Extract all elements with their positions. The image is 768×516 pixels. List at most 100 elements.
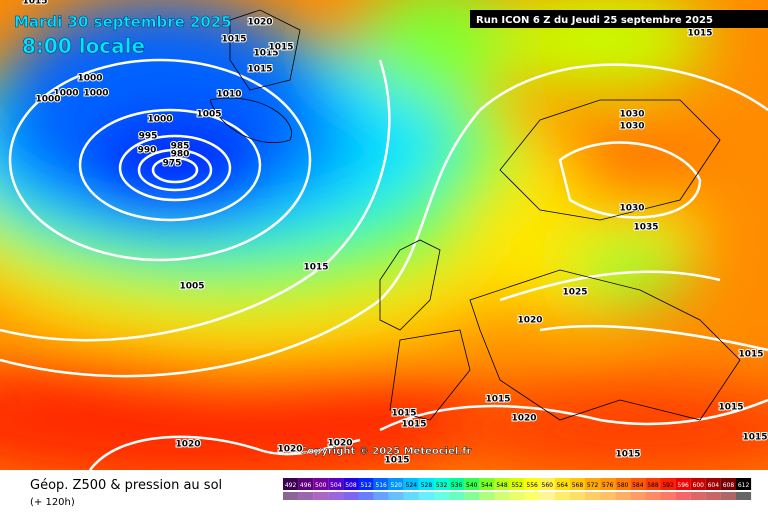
scale-band xyxy=(569,492,585,500)
isobar-label: 1015 xyxy=(247,65,272,75)
isobar-label: 1015 xyxy=(738,350,763,360)
scale-label: 524 xyxy=(406,482,418,489)
scale-label: 564 xyxy=(557,482,569,489)
isobar-label: 1020 xyxy=(517,316,542,326)
isobar-label: 995 xyxy=(139,132,158,142)
scale-label: 536 xyxy=(451,482,463,489)
scale-label: 528 xyxy=(421,482,433,489)
scale-band xyxy=(358,492,374,500)
scale-swatch xyxy=(328,478,344,490)
coastlines xyxy=(209,9,741,421)
scale-swatch xyxy=(418,478,434,490)
isobar-label: 1015 xyxy=(615,450,640,460)
isobar-label: 1015 xyxy=(687,29,712,39)
scale-swatch xyxy=(736,478,752,490)
scale-swatch xyxy=(660,478,676,490)
isobar-label: 1000 xyxy=(77,74,102,84)
scale-label: 512 xyxy=(360,482,372,489)
scale-swatch xyxy=(585,478,601,490)
isobar-label: 1000 xyxy=(53,89,78,99)
scale-label: 496 xyxy=(300,482,312,489)
scale-swatch xyxy=(539,478,555,490)
scale-band xyxy=(328,492,344,500)
scale-band xyxy=(600,492,616,500)
scale-band xyxy=(675,492,691,500)
scale-band xyxy=(615,492,631,500)
date-label: Mardi 30 septembre 2025 xyxy=(14,13,232,31)
scale-band xyxy=(403,492,419,500)
scale-swatch xyxy=(373,478,389,490)
scale-band xyxy=(554,492,570,500)
isobar-label: 1020 xyxy=(175,440,200,450)
scale-band xyxy=(313,492,329,500)
scale-swatch xyxy=(434,478,450,490)
isobar-label: 1015 xyxy=(391,409,416,419)
isobar-label: 1005 xyxy=(179,282,204,292)
isobar-label: 1000 xyxy=(83,89,108,99)
scale-label: 584 xyxy=(632,482,644,489)
scale-label: 544 xyxy=(481,482,493,489)
scale-label: 520 xyxy=(391,482,403,489)
scale-label: 576 xyxy=(602,482,614,489)
scale-swatch xyxy=(388,478,404,490)
scale-swatch xyxy=(283,478,299,490)
isobar-label: 1015 xyxy=(221,35,246,45)
scale-label: 600 xyxy=(693,482,705,489)
scale-swatch xyxy=(600,478,616,490)
scale-label: 608 xyxy=(723,482,735,489)
isobar-label: 1020 xyxy=(277,445,302,455)
scale-band xyxy=(298,492,314,500)
isobar-label: 1035 xyxy=(633,223,658,233)
scale-band xyxy=(660,492,676,500)
scale-band xyxy=(283,492,299,500)
scale-swatch xyxy=(358,478,374,490)
isobar-label: 1015 xyxy=(268,43,293,53)
scale-swatch xyxy=(554,478,570,490)
isobar-label: 1000 xyxy=(147,115,172,125)
isobar-label: 980 xyxy=(171,150,190,160)
scale-label: 572 xyxy=(587,482,599,489)
scale-band xyxy=(539,492,555,500)
scale-swatch xyxy=(479,478,495,490)
scale-band xyxy=(449,492,465,500)
scale-swatch xyxy=(645,478,661,490)
isobar-label: 1015 xyxy=(253,49,278,59)
run-box xyxy=(470,10,768,28)
scale-swatch xyxy=(313,478,329,490)
scale-band xyxy=(388,492,404,500)
scale-swatch xyxy=(690,478,706,490)
scale-swatch xyxy=(675,478,691,490)
isobar-label: 1025 xyxy=(562,288,587,298)
scale-label: 556 xyxy=(526,482,538,489)
scale-swatch xyxy=(509,478,525,490)
scale-band xyxy=(479,492,495,500)
scale-swatch xyxy=(615,478,631,490)
scale-label: 492 xyxy=(285,482,297,489)
isobar-label: 1020 xyxy=(327,439,352,449)
scale-band xyxy=(494,492,510,500)
scale-label: 508 xyxy=(345,482,357,489)
scale-band xyxy=(464,492,480,500)
scale-label: 560 xyxy=(542,482,554,489)
scale-band xyxy=(705,492,721,500)
scale-label: 592 xyxy=(662,482,674,489)
isobar-label: 1030 xyxy=(619,204,644,214)
scale-label: 532 xyxy=(436,482,448,489)
scale-swatch xyxy=(494,478,510,490)
scale-band xyxy=(736,492,752,500)
scale-label: 568 xyxy=(572,482,584,489)
scale-label: 504 xyxy=(330,482,342,489)
isobar-label: 1000 xyxy=(35,95,60,105)
isobar-label: 990 xyxy=(138,146,157,156)
isobar-label: 1015 xyxy=(22,0,47,7)
scale-label: 548 xyxy=(496,482,508,489)
isobar-label: 1020 xyxy=(511,414,536,424)
legend-scale: 492 496 500 504 508 512 516 520 524 528 532 536 540 5… xyxy=(283,478,752,500)
isobar-label: 1010 xyxy=(216,90,241,100)
isobar-label: 1015 xyxy=(401,420,426,430)
scale-label: 500 xyxy=(315,482,327,489)
isobar-label: 1015 xyxy=(742,433,767,443)
scale-label: 580 xyxy=(617,482,629,489)
scale-band xyxy=(418,492,434,500)
